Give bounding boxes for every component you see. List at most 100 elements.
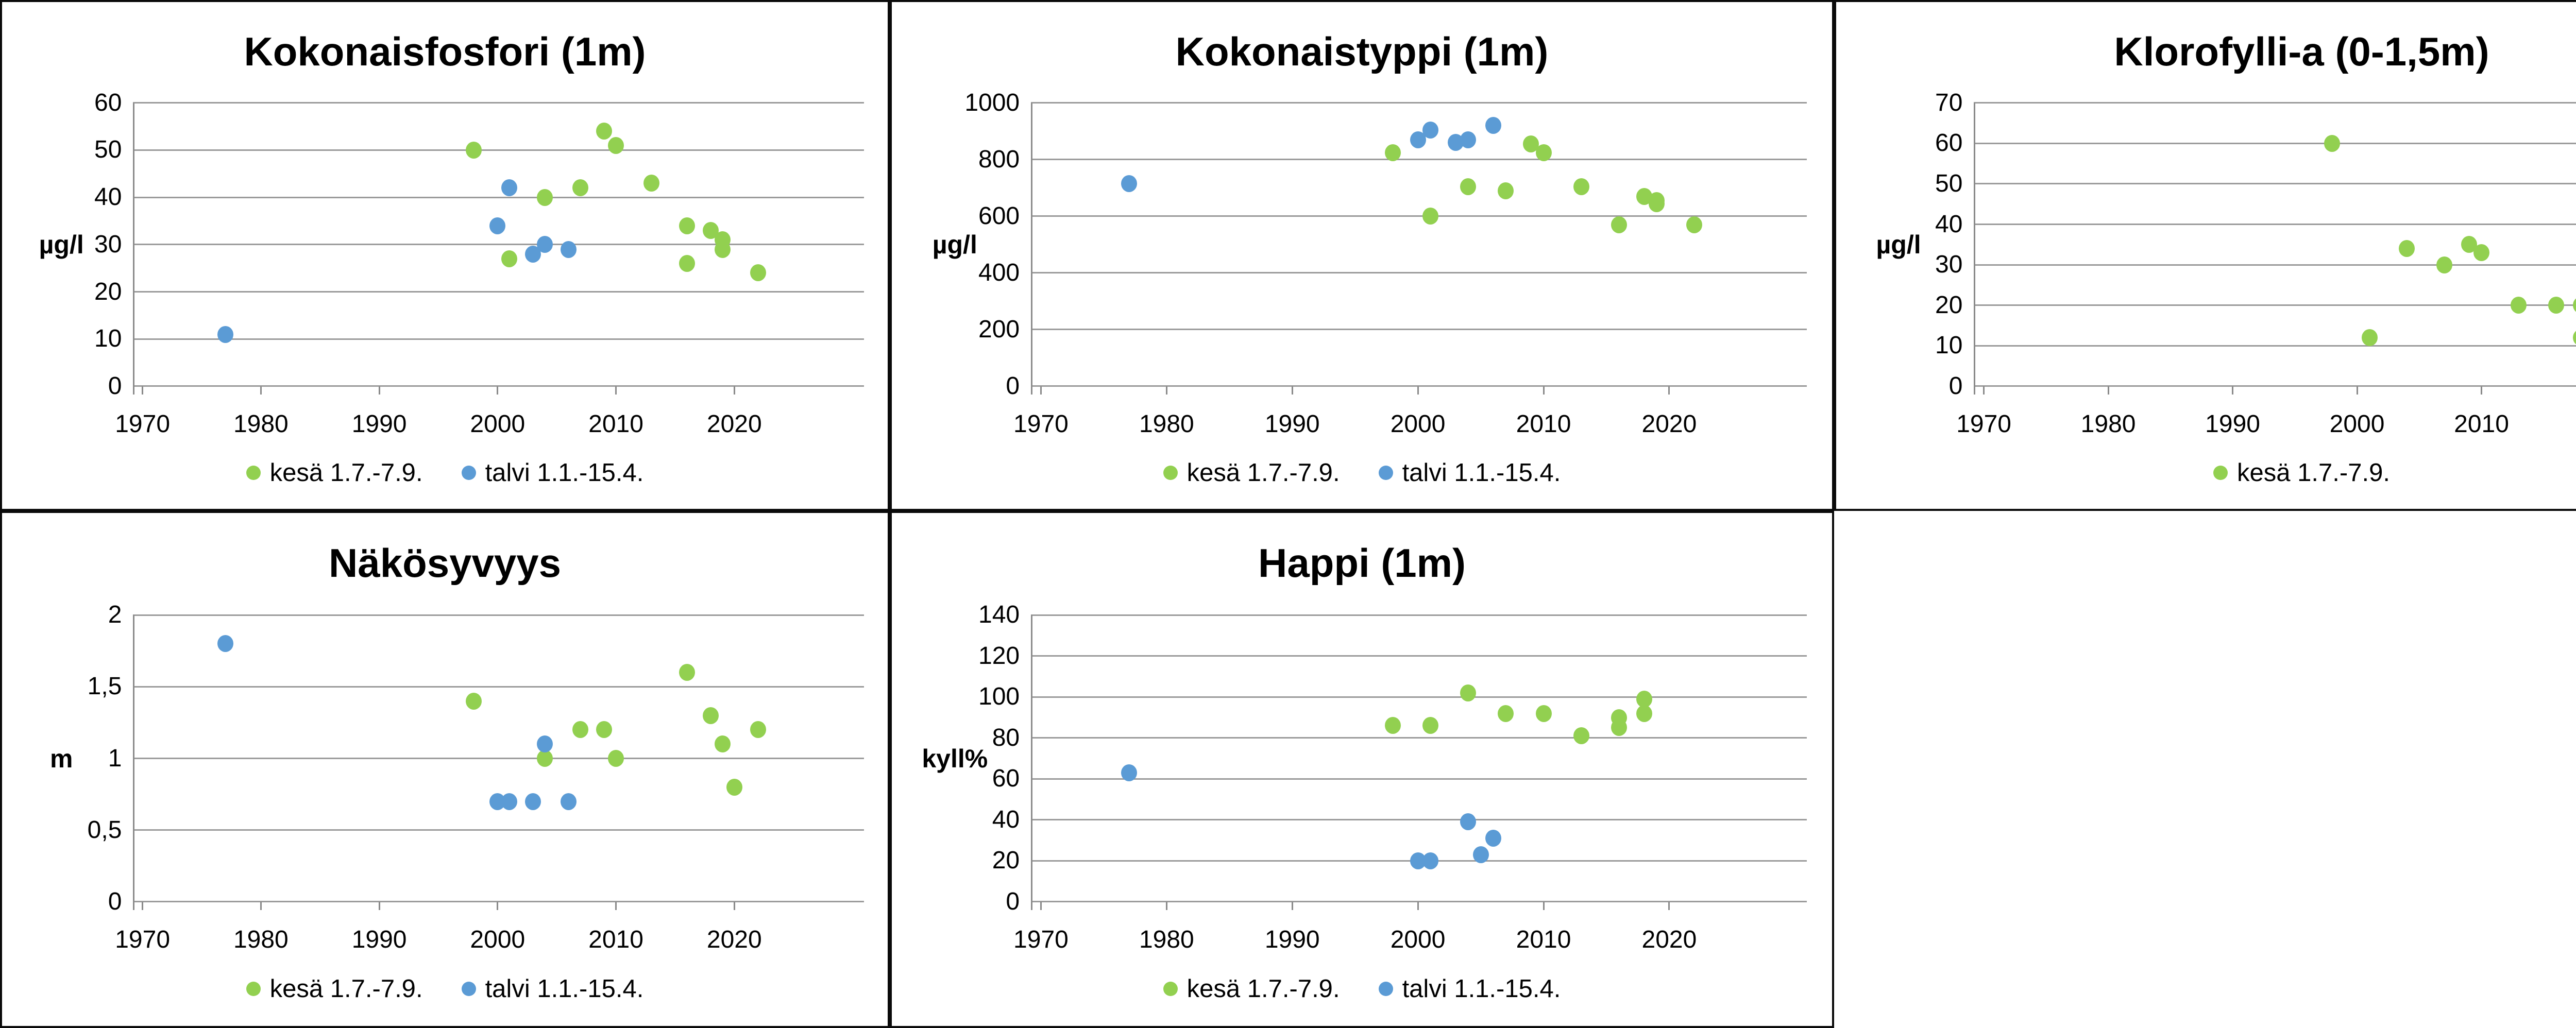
gridline-y-20	[1974, 304, 2576, 306]
x-tick-mark	[378, 386, 380, 395]
gridline-y-0	[1974, 385, 2576, 387]
data-point-kesa	[643, 175, 659, 192]
data-point-kesa	[596, 123, 613, 140]
gridline-y-600	[1031, 215, 1807, 217]
data-point-kesa	[714, 231, 731, 249]
x-tick-mark	[142, 386, 144, 395]
y-tick-label: 20	[94, 278, 122, 305]
data-point-kesa	[1498, 705, 1514, 722]
gridline-y-50	[133, 149, 864, 151]
x-tick-label: 2010	[1516, 410, 1571, 438]
data-point-kesa	[2473, 244, 2490, 262]
x-tick-label: 1980	[1139, 926, 1194, 953]
legend-item-kesa: kesä 1.7.-7.9.	[246, 974, 423, 1003]
x-tick-label: 1970	[1013, 410, 1069, 438]
y-tick-label: 0	[1948, 372, 1963, 400]
data-point-talvi	[217, 325, 233, 343]
data-point-kesa	[1535, 144, 1552, 161]
y-tick-label: 1	[108, 744, 122, 772]
x-tick-mark	[1668, 386, 1670, 395]
x-tick-mark	[1291, 386, 1293, 395]
data-point-kesa	[2361, 329, 2378, 347]
gridline-y-1000	[1031, 102, 1807, 104]
legend-item-talvi: talvi 1.1.-15.4.	[461, 458, 643, 487]
x-tick-label: 1990	[1264, 410, 1320, 438]
x-tick-label: 1980	[1139, 410, 1194, 438]
x-tick-label: 1970	[1956, 410, 2011, 438]
data-point-kesa	[2511, 297, 2527, 314]
x-tick-mark	[2107, 386, 2109, 395]
gridline-y-0	[1031, 385, 1807, 387]
x-tick-label: 2010	[588, 926, 643, 953]
data-point-kesa	[537, 750, 553, 767]
gridline-y-40	[1031, 819, 1807, 821]
data-point-kesa	[1460, 684, 1477, 701]
gridline-y-0	[133, 901, 864, 903]
chart-title: Klorofylli-a (0-1,5m)	[2114, 29, 2489, 75]
y-tick-label: 30	[1935, 251, 1963, 279]
data-point-kesa	[2399, 240, 2415, 258]
gridline-y-400	[1031, 272, 1807, 274]
x-tick-mark	[260, 901, 262, 910]
data-point-kesa	[750, 721, 766, 739]
data-point-talvi	[561, 241, 577, 258]
data-point-talvi	[1485, 117, 1501, 134]
y-axis-unit-label: m	[49, 744, 73, 773]
x-tick-label: 1980	[2080, 410, 2136, 438]
data-point-talvi	[1485, 830, 1501, 847]
gridline-y-40	[133, 196, 864, 198]
y-axis-line	[133, 102, 135, 395]
y-axis-unit-label: µg/l	[932, 230, 977, 259]
data-point-talvi	[1121, 764, 1137, 781]
x-tick-mark	[733, 901, 735, 910]
y-tick-label: 50	[1935, 169, 1963, 197]
x-tick-label: 1980	[233, 926, 289, 953]
x-tick-label: 1990	[1264, 926, 1320, 953]
data-point-kesa	[2573, 297, 2576, 314]
legend-item-kesa: kesä 1.7.-7.9.	[2213, 458, 2390, 487]
legend-marker-kesa-icon	[246, 982, 261, 997]
legend-item-talvi: talvi 1.1.-15.4.	[1378, 458, 1561, 487]
gridline-y-800	[1031, 159, 1807, 161]
x-tick-label: 2020	[706, 926, 762, 953]
gridline-y-2	[133, 614, 864, 616]
data-point-talvi	[525, 793, 541, 810]
gridline-y-0,5	[133, 829, 864, 831]
data-point-kesa	[1636, 690, 1652, 708]
data-point-kesa	[1611, 216, 1627, 233]
x-tick-mark	[1291, 901, 1293, 910]
y-tick-label: 10	[94, 325, 122, 353]
x-tick-label: 2000	[470, 926, 526, 953]
chart-title: Kokonaisfosfori (1m)	[244, 29, 646, 75]
y-axis-line	[1974, 102, 1976, 395]
legend-label-talvi: talvi 1.1.-15.4.	[1402, 458, 1561, 487]
data-point-talvi	[537, 735, 553, 753]
x-tick-mark	[1543, 386, 1545, 395]
x-tick-mark	[378, 901, 380, 910]
legend-marker-talvi-icon	[461, 465, 476, 480]
gridline-y-0	[1031, 901, 1807, 903]
gridline-y-1	[133, 758, 864, 760]
x-tick-mark	[1543, 901, 1545, 910]
x-tick-label: 2000	[1390, 926, 1446, 953]
chart-title: Näkösyvyys	[328, 540, 561, 586]
x-tick-label: 2020	[706, 410, 762, 438]
data-point-kesa	[750, 264, 766, 282]
gridline-y-100	[1031, 696, 1807, 698]
x-tick-label: 2000	[2329, 410, 2385, 438]
x-tick-label: 2020	[1641, 410, 1697, 438]
data-point-kesa	[466, 141, 482, 159]
y-axis-line	[1031, 102, 1033, 395]
data-point-kesa	[1649, 195, 1665, 212]
legend-marker-kesa-icon	[246, 465, 261, 480]
y-tick-label: 0	[1006, 372, 1020, 400]
y-tick-label: 40	[992, 806, 1020, 833]
chart-panel-happi: Happi (1m) kyll% 0 20 40 60 80 100 120 140 1970 198…	[890, 511, 1834, 1028]
y-tick-label: 800	[978, 145, 1020, 173]
gridline-y-50	[1974, 183, 2576, 185]
data-point-kesa	[679, 664, 695, 681]
data-point-kesa	[679, 217, 695, 234]
y-tick-label: 0	[108, 372, 122, 400]
legend: kesä 1.7.-7.9.	[1836, 458, 2576, 487]
x-tick-mark	[1417, 386, 1419, 395]
